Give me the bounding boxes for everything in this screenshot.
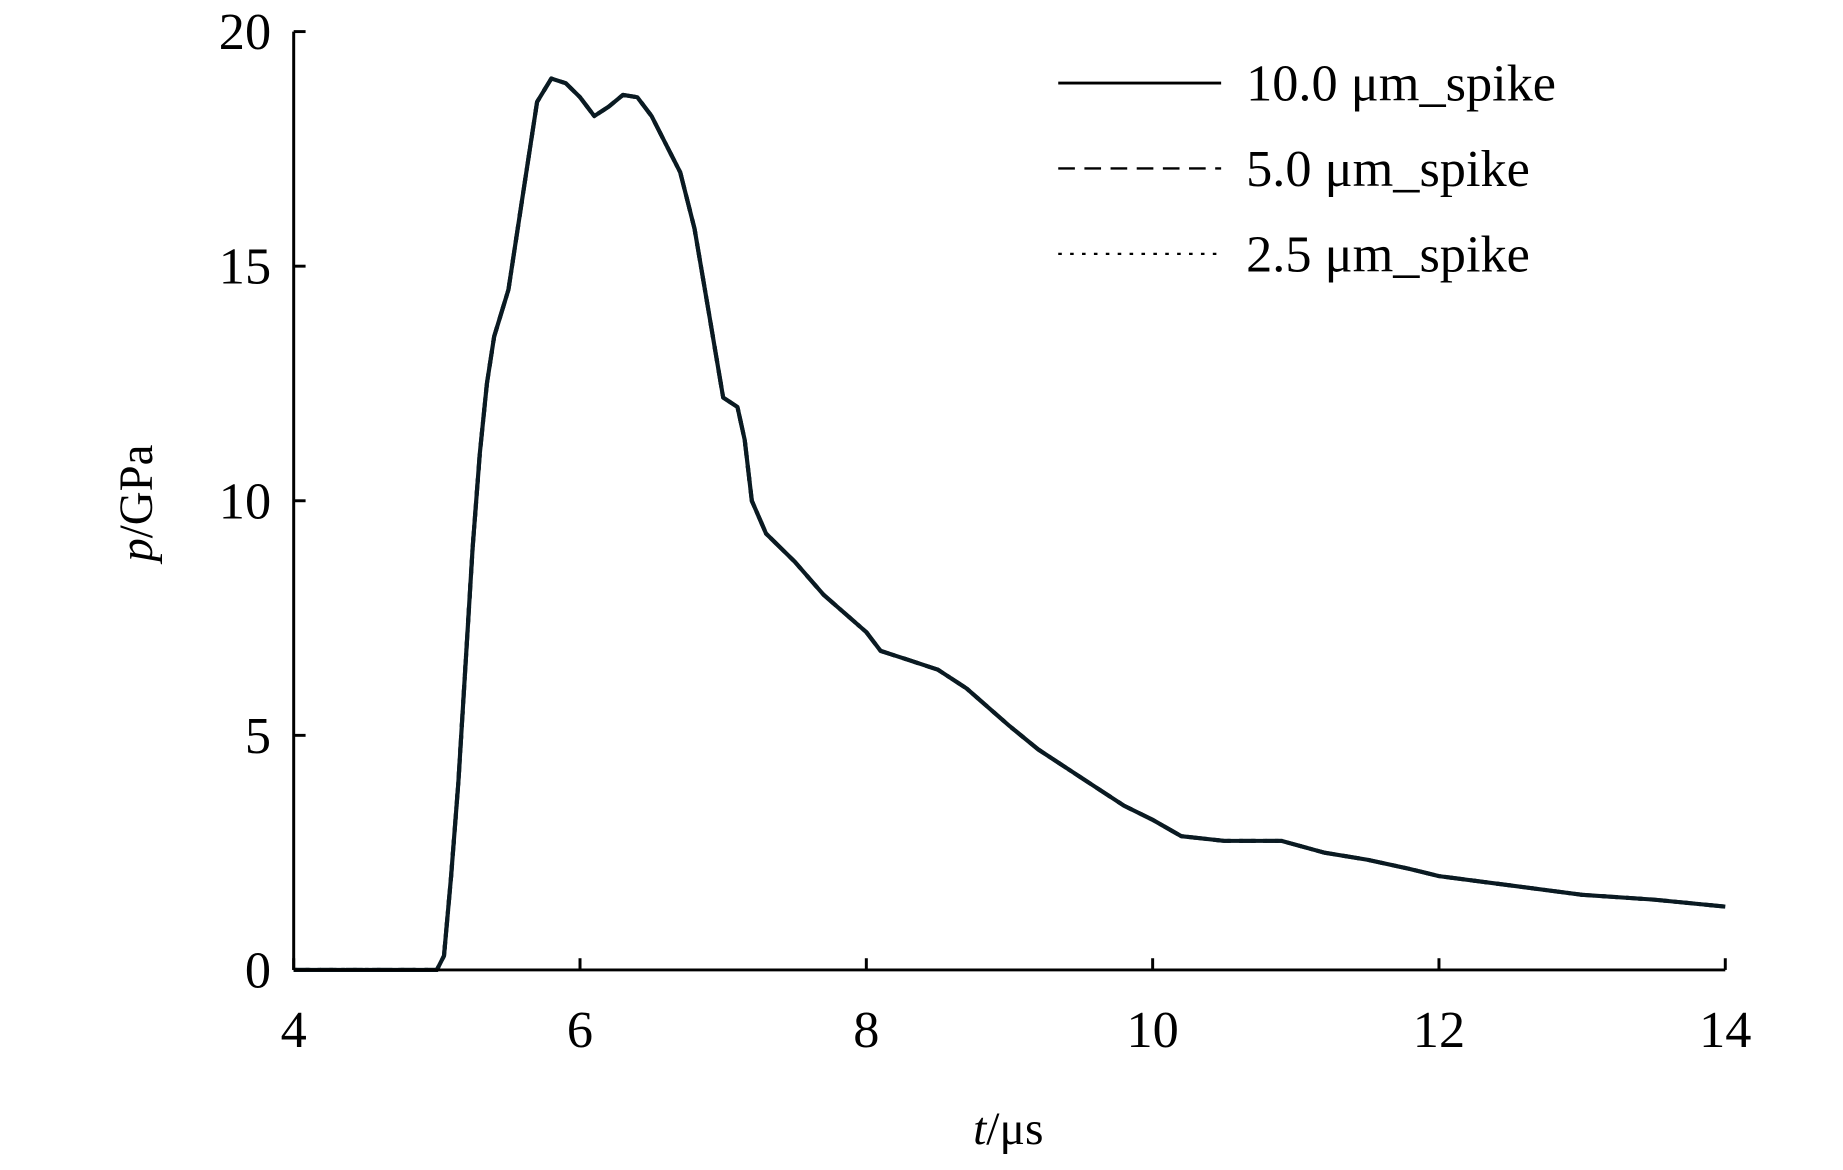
series-line bbox=[293, 76, 1726, 972]
y-tick-label: 15 bbox=[219, 239, 271, 296]
y-tick-label: 10 bbox=[219, 474, 271, 531]
x-tick-label: 14 bbox=[1699, 1003, 1751, 1060]
series-lines bbox=[293, 76, 1726, 972]
x-tick-label: 4 bbox=[281, 1003, 307, 1060]
legend-label: 5.0 μm_spike bbox=[1246, 141, 1530, 198]
x-tick-label: 10 bbox=[1126, 1003, 1178, 1060]
series-line bbox=[293, 76, 1726, 972]
y-tick-label: 0 bbox=[245, 943, 271, 1000]
legend-label: 10.0 μm_spike bbox=[1246, 56, 1556, 113]
y-axis-label: p/GPa bbox=[111, 445, 163, 565]
ticks: 4 6 8 10 12 14 0 5 10 15 20 bbox=[219, 5, 1752, 1060]
x-tick-label: 6 bbox=[567, 1003, 593, 1060]
legend-label: 2.5 μm_spike bbox=[1246, 227, 1530, 284]
x-axis-label: t/μs bbox=[973, 1104, 1043, 1156]
y-tick-label: 20 bbox=[219, 5, 271, 62]
series-line bbox=[293, 76, 1726, 972]
x-tick-label: 12 bbox=[1413, 1003, 1465, 1060]
x-tick-label: 8 bbox=[853, 1003, 879, 1060]
y-tick-label: 5 bbox=[245, 708, 271, 765]
legend: 10.0 μm_spike 5.0 μm_spike 2.5 μm_spike bbox=[1058, 56, 1556, 283]
